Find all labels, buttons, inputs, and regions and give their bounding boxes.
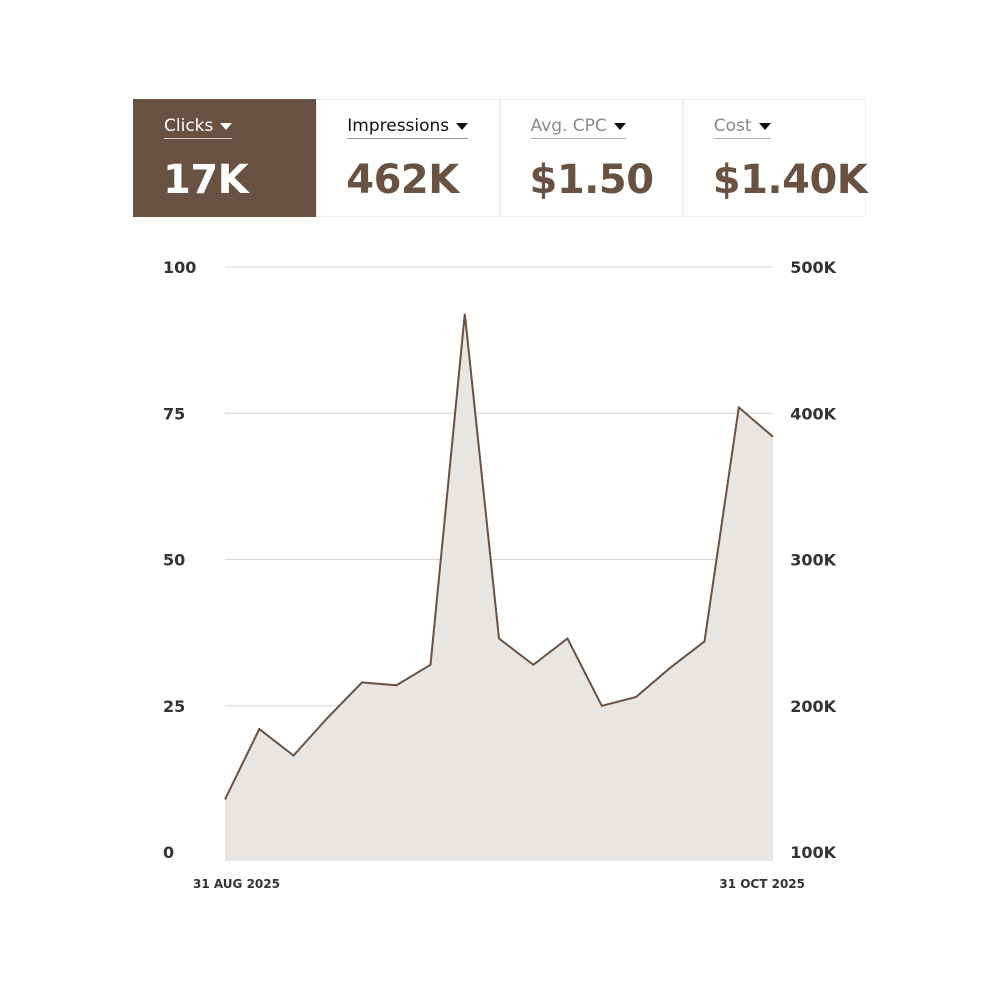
clicks-area [225, 313, 773, 861]
metric-dropdown-impressions[interactable]: Impressions [347, 115, 469, 139]
right-axis-tick-label: 100K [790, 843, 836, 862]
metric-label-avg-cpc: Avg. CPC [530, 116, 607, 136]
left-axis-tick-label: 100 [163, 258, 196, 277]
right-axis-tick-label: 500K [790, 258, 836, 277]
right-axis-tick-label: 200K [790, 697, 836, 716]
metric-card-cost[interactable]: Cost $1.40K [682, 99, 868, 217]
data-points [224, 313, 774, 800]
metric-dropdown-cost[interactable]: Cost [713, 115, 771, 139]
metric-value-avg-cpc: $1.50 [529, 157, 655, 203]
clicks-line [224, 313, 774, 800]
left-axis: 0 25 50 75 100 [163, 258, 196, 862]
caret-down-icon [220, 122, 233, 130]
caret-down-icon [613, 122, 626, 130]
left-axis-tick-label: 50 [163, 551, 185, 570]
left-axis-tick-label: 25 [163, 697, 185, 716]
metric-card-avg-cpc[interactable]: Avg. CPC $1.50 [499, 99, 683, 217]
caret-down-icon [758, 122, 771, 130]
metric-value-cost: $1.40K [712, 157, 868, 203]
metric-label-impressions: Impressions [347, 116, 450, 136]
left-axis-tick-label: 0 [163, 843, 174, 862]
right-axis-tick-label: 300K [790, 551, 836, 570]
x-axis-end-label: 31 OCT 2025 [719, 877, 805, 891]
metric-dropdown-clicks[interactable]: Clicks [164, 115, 233, 139]
right-axis: 100K 200K 300K 400K 500K [790, 258, 836, 862]
x-axis-start-label: 31 AUG 2025 [193, 877, 280, 891]
left-axis-tick-label: 75 [163, 404, 185, 423]
metric-label-clicks: Clicks [164, 116, 214, 136]
grid-lines [225, 266, 773, 707]
metric-value-impressions: 462K [346, 157, 459, 203]
metric-dropdown-avg-cpc[interactable]: Avg. CPC [530, 115, 626, 139]
metric-card-impressions[interactable]: Impressions 462K [316, 99, 500, 217]
metric-label-cost: Cost [713, 116, 752, 136]
metric-value-clicks: 17K [163, 157, 249, 203]
metric-selector-bar: Clicks 17K Impressions 462K Avg. CPC $1.… [133, 99, 868, 217]
metric-card-clicks[interactable]: Clicks 17K [133, 99, 317, 217]
right-axis-tick-label: 400K [790, 404, 836, 423]
caret-down-icon [456, 122, 469, 130]
